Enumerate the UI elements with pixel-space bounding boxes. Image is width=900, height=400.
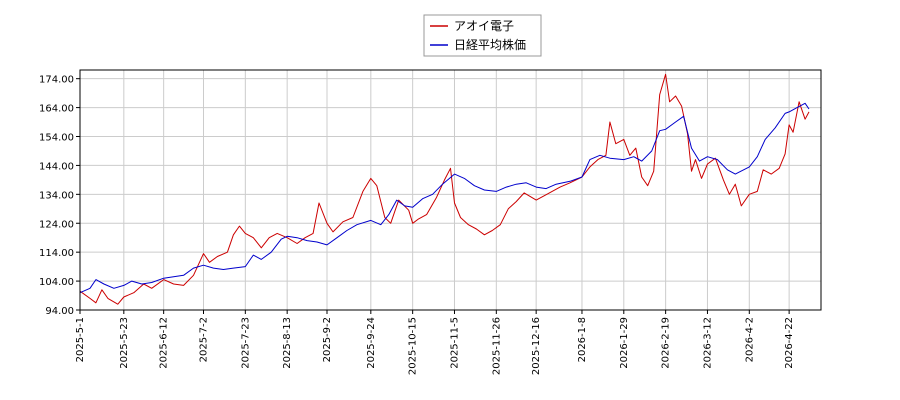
y-tick-label: 164.00	[39, 104, 74, 115]
x-tick-label: 2025-5-23	[119, 317, 130, 369]
x-tick-label: 2026-2-19	[661, 317, 672, 369]
legend-label-series-0: アオイ電子	[454, 19, 514, 33]
x-tick-label: 2025-11-5	[449, 317, 460, 369]
x-tick-label: 2026-3-12	[702, 317, 713, 369]
plot-area-frame	[79, 69, 822, 311]
series-lines	[79, 73, 810, 305]
series-line-1	[79, 102, 810, 294]
legend-box	[423, 14, 542, 57]
x-tick-label: 2025-7-2	[199, 317, 210, 362]
y-tick-label: 144.00	[39, 161, 74, 172]
x-tick-label: 2025-6-12	[159, 317, 170, 369]
y-tick-label: 174.00	[39, 75, 74, 86]
x-tick-label: 2025-7-23	[240, 317, 251, 369]
y-tick-label: 114.00	[39, 248, 74, 259]
x-tick-label: 2025-10-15	[408, 317, 419, 375]
legend-label-series-1: 日経平均株価	[454, 37, 526, 52]
y-tick-label: 94.00	[45, 306, 74, 317]
legend: アオイ電子 日経平均株価	[423, 14, 542, 57]
x-tick-label: 2025-9-2	[322, 317, 333, 362]
x-tick-label: 2025-12-16	[531, 317, 542, 375]
x-tick-label: 2025-11-26	[491, 317, 502, 375]
series-line-0	[79, 73, 810, 305]
x-tick-label: 2026-1-29	[619, 317, 630, 369]
y-tick-label: 124.00	[39, 219, 74, 230]
x-tick-label: 2026-1-8	[577, 317, 588, 362]
x-tick-label: 2026-4-22	[784, 317, 795, 369]
y-tick-label: 104.00	[39, 277, 74, 288]
x-tick-label: 2026-4-2	[744, 317, 755, 362]
y-tick-label: 154.00	[39, 133, 74, 144]
y-tick-label: 134.00	[39, 190, 74, 201]
x-axis: 2025-5-1 2025-5-23 2025-6-12 2025-7-2 2025-7…	[75, 310, 795, 375]
x-tick-label: 2025-9-24	[366, 317, 377, 369]
x-tick-label: 2025-8-13	[282, 317, 293, 369]
x-tick-label: 2025-5-1	[75, 317, 86, 362]
y-axis: 94.00 104.00 114.00 124.00 134.00 144.00 154.0…	[39, 75, 80, 317]
